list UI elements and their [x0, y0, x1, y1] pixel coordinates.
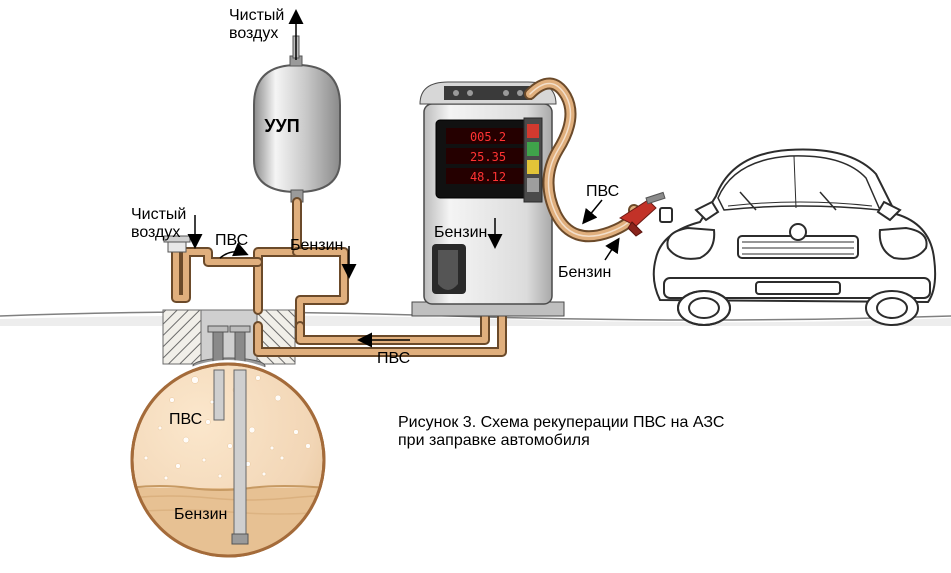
- label-uup: УУП: [264, 116, 299, 137]
- label-tank-pvs: ПВС: [169, 411, 202, 429]
- fuel-dispenser: 005.2 25.35 48.12: [412, 82, 564, 316]
- label-clean-air-top: Чистый воздух: [229, 7, 284, 43]
- figure-caption: Рисунок 3. Схема рекуперации ПВС на АЗС …: [398, 414, 724, 450]
- scene-svg: 005.2 25.35 48.12: [0, 0, 951, 573]
- label-clean-air-left: Чистый воздух: [131, 206, 186, 242]
- label-tank-benzin: Бензин: [174, 506, 227, 524]
- display-line3: 48.12: [470, 170, 506, 184]
- label-pvs-bottom: ПВС: [377, 350, 410, 368]
- display-line2: 25.35: [470, 150, 506, 164]
- display-line1: 005.2: [470, 130, 506, 144]
- label-pvs-hose: ПВС: [586, 183, 619, 201]
- label-benzin-pipe: Бензин: [290, 237, 343, 255]
- label-pvs-left: ПВС: [215, 232, 248, 250]
- car: [654, 150, 935, 326]
- diagram-stage: 005.2 25.35 48.12: [0, 0, 951, 573]
- underground-tank: [128, 360, 328, 568]
- label-benzin-disp: Бензин: [434, 224, 487, 242]
- label-benzin-hose: Бензин: [558, 264, 611, 282]
